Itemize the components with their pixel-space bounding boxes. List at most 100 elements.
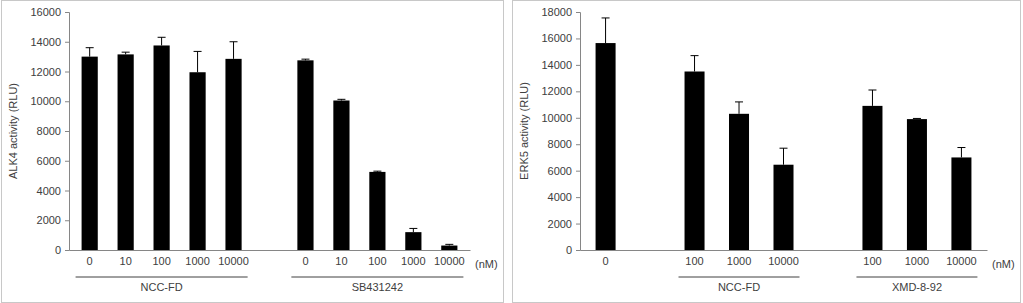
y-tick-label: 10000 [30,95,61,107]
y-axis-title: ALK4 activity (RLU) [7,83,19,179]
y-tick: 12000 [30,66,69,78]
error-bar [602,18,610,43]
y-tick: 10000 [541,112,580,124]
error-bar [691,56,699,72]
bar [773,165,793,250]
x-axis-title: (nM) [992,258,1015,270]
y-tick-label: 18000 [541,6,572,18]
x-tick: 1000 [727,255,751,267]
x-tick-label: 100 [863,255,881,267]
chart: 0200040006000800010000120001400016000010… [2,1,504,303]
error-bar-stem [872,90,873,106]
marks [596,18,972,250]
bar [596,43,616,250]
error-bar [780,148,788,165]
error-bar [301,59,309,60]
x-tick-label: 0 [603,255,609,267]
y-axis-line [65,13,70,251]
y-tick-mark [65,191,69,192]
bar [118,54,134,250]
x-tick-label: 1000 [727,255,751,267]
error-bar-stem [197,51,198,72]
y-tick-mark [65,72,69,73]
error-bar [409,228,417,232]
y-tick-label: 8000 [548,138,572,150]
error-bar-stem [739,102,740,114]
error-bar-cap [602,17,610,18]
x-tick-label: 10 [335,255,347,267]
y-tick: 14000 [541,59,580,71]
bar [405,232,421,250]
x-tick-label: 10000 [768,255,799,267]
bar [907,119,927,250]
y-tick: 0 [55,244,69,256]
x-axis-line [581,250,988,251]
x-tick-label: 10000 [434,255,465,267]
y-axis-line [576,13,581,251]
y-tick-label: 12000 [541,85,572,97]
bar [154,45,170,250]
y-tick-mark [65,250,69,251]
error-bar-stem [413,228,414,232]
y-tick-mark [576,65,580,66]
y-axis-title: ERK5 activity (RLU) [518,82,530,180]
y-tick: 2000 [37,214,69,226]
error-bar-stem [694,56,695,72]
error-bar-cap [868,90,876,91]
y-tick-mark [576,91,580,92]
error-bar-stem [233,42,234,59]
error-bar [373,171,381,173]
marks [82,37,458,250]
error-bar-stem [605,18,606,43]
y-axis: 0 2000 4000 6000 8000 10000 12000 14000 16000 180… [541,6,580,256]
x-tick-label: 0 [87,255,93,267]
y-tick-label: 6000 [548,165,572,177]
y-tick: 4000 [37,185,69,197]
y-tick-mark [65,42,69,43]
y-tick-label: 4000 [37,185,61,197]
error-bar [445,244,453,245]
x-tick: 10000 [218,255,249,267]
y-tick-label: 0 [55,244,61,256]
x-tick: 1000 [905,255,929,267]
x-tick-label: 0 [302,255,308,267]
bar [225,59,241,250]
bar [685,72,705,251]
x-tick: 10 [120,255,132,267]
bar [369,172,385,250]
error-bar [194,51,202,72]
bar [82,57,98,250]
x-tick-label: 10 [120,255,132,267]
x-tick: 10000 [434,255,465,267]
bar [729,114,749,250]
x-tick: 1000 [401,255,425,267]
y-tick-label: 0 [566,244,572,256]
y-tick-mark [576,197,580,198]
group-label: NCC-FD [718,281,760,293]
error-bar-stem [783,148,784,165]
y-tick-label: 2000 [548,218,572,230]
y-tick: 8000 [548,138,580,150]
group-label: SB431242 [352,281,403,293]
y-tick: 10000 [30,95,69,107]
y-tick: 6000 [37,155,69,167]
group-line [679,277,800,278]
y-tick: 4000 [548,191,580,203]
x-tick: 100 [368,255,386,267]
x-tick-label: 100 [152,255,170,267]
error-bar [337,99,345,100]
y-tick-label: 8000 [37,125,61,137]
chart-frame [513,1,1021,303]
error-bar [230,42,238,59]
y-axis: 0200040006000800010000120001400016000 [30,6,69,256]
error-bar [86,48,94,57]
y-tick: 2000 [548,218,580,230]
y-tick: 16000 [541,32,580,44]
y-tick-label: 14000 [541,59,572,71]
error-bar-cap [735,101,743,102]
error-bar-cap [691,55,699,56]
y-tick-label: 6000 [37,155,61,167]
bar [862,106,882,250]
x-tick: 10 [335,255,347,267]
error-bar-stem [161,37,162,45]
